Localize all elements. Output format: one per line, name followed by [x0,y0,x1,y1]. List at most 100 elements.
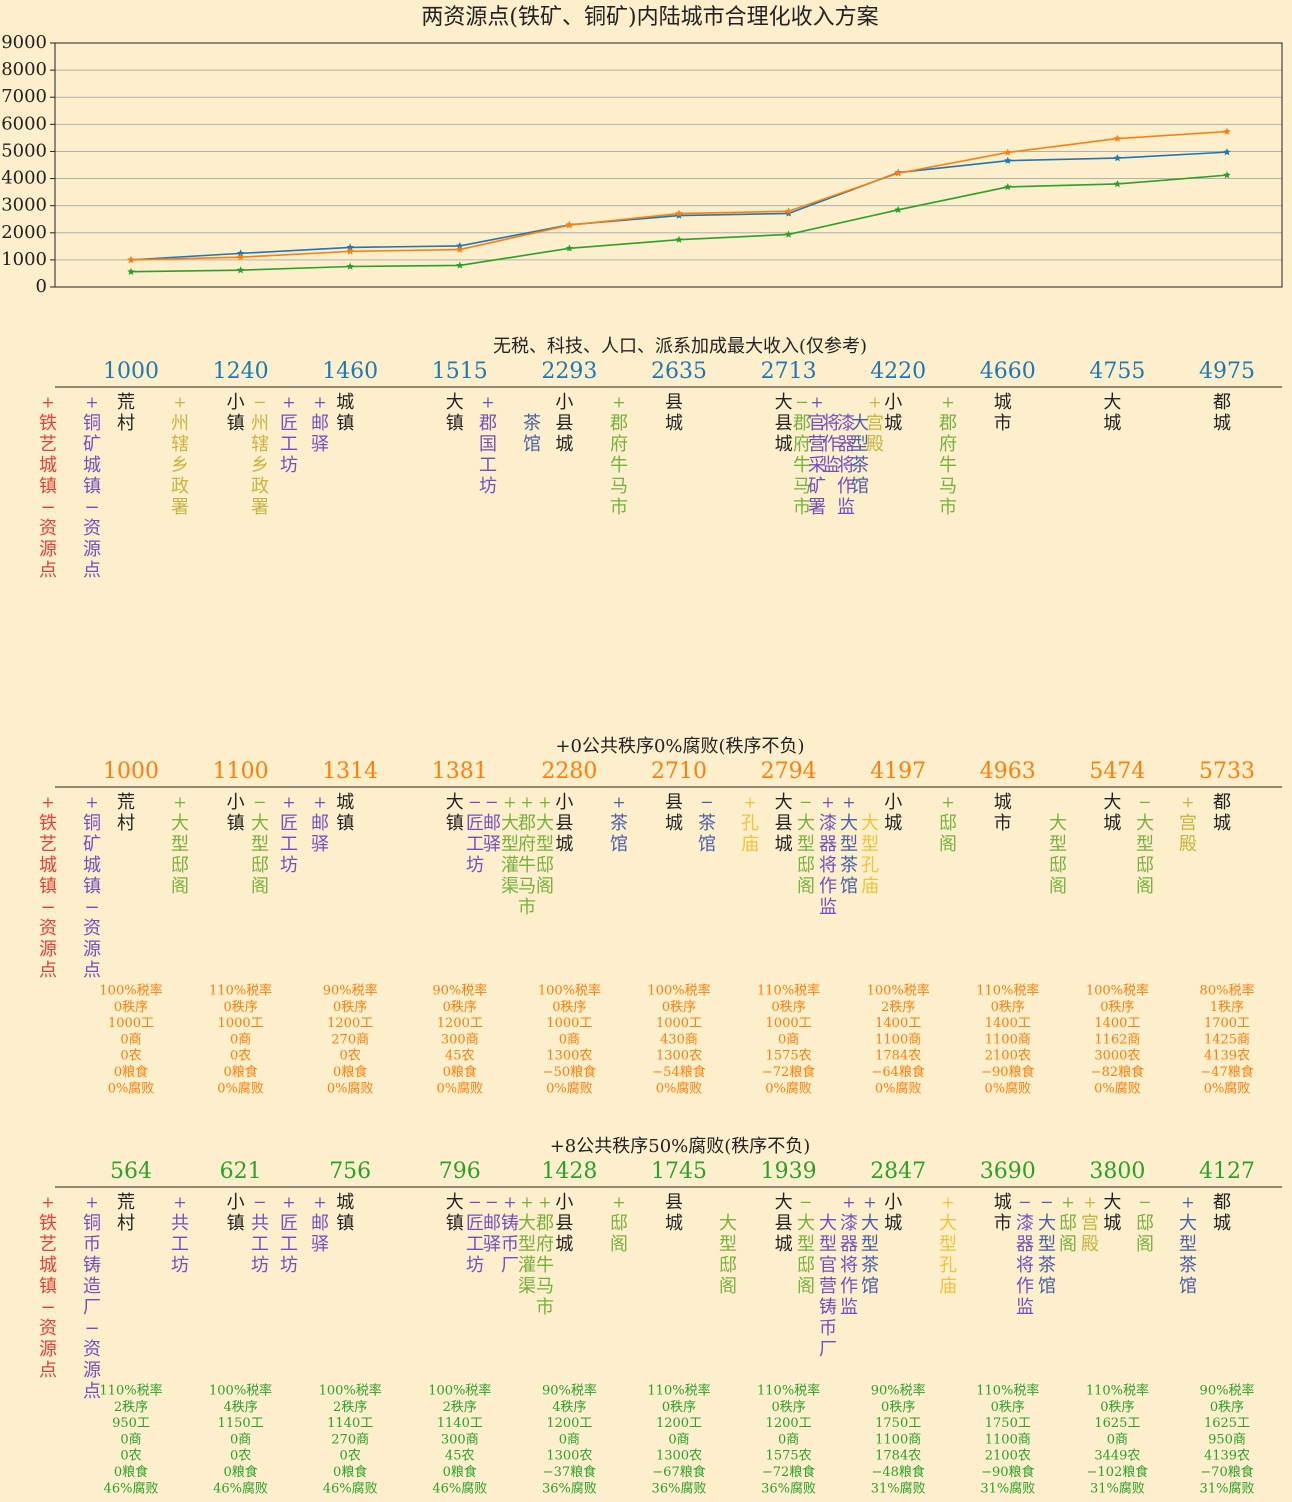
stat-line: 1150工 [218,1416,264,1431]
item-sign: + [538,793,551,812]
building-label: 铁艺城镇−资源点 [39,413,57,581]
stat-line: 1300农 [656,1449,702,1464]
building-label: 铜币铸造厂−资源点 [83,1213,101,1402]
stat-line: 0商 [1107,1432,1128,1447]
stat-line: 1750工 [985,1416,1031,1431]
stat-line: 0%腐败 [984,1081,1031,1096]
stat-line: 0%腐败 [217,1081,264,1096]
city-type: 县城 [665,392,683,434]
building-label: 邮驿 [311,413,329,455]
building-label: 共工坊 [251,1213,269,1276]
building-label: 铜矿城镇−资源点 [83,413,101,581]
point-marker [127,255,135,264]
stat-line: 100%税率 [1086,983,1149,999]
point-marker [784,230,793,238]
stat-line: 0商 [668,1432,689,1447]
building-label: 茶馆 [610,813,628,855]
stat-line: 0粮食 [443,1064,477,1080]
stat-line: 4139农 [1204,1049,1250,1064]
city-type: 都城 [1213,1192,1231,1234]
item-sign: + [85,1193,98,1212]
stat-line: 0%腐败 [875,1081,922,1096]
building-label: 孔庙 [741,813,759,855]
item-sign: − [1018,1193,1031,1212]
point-marker [1113,179,1122,188]
building-label: 大型灌渠 [518,1213,536,1297]
stat-line: 0%腐败 [108,1081,155,1096]
building-label: 邮驿 [311,813,329,855]
building-label: 漆器将作监 [837,413,855,518]
point-marker [127,267,135,275]
stat-line: 100%税率 [867,983,930,999]
stat-line: 0农 [230,1449,251,1464]
building-label: 郡府牛马市 [793,413,811,518]
building-label: 漆器将作监 [840,1213,858,1318]
item-sign: + [282,393,295,412]
stat-line: −47粮食 [1200,1064,1253,1080]
item-sign: + [85,793,98,812]
stat-line: 2秩序 [333,1400,367,1415]
stat-line: 0%腐败 [656,1081,703,1096]
building-label: 漆器将作监 [819,813,837,918]
item-sign: − [485,793,498,812]
stat-line: 1000工 [108,1016,154,1031]
y-tick-label: 7000 [1,86,47,107]
item-sign: − [485,1193,498,1212]
item-sign: − [799,1193,812,1212]
stat-line: −64粮食 [871,1064,924,1080]
stat-line: 0商 [559,1432,580,1447]
stat-line: 0%腐败 [1204,1081,1251,1096]
building-label: 共工坊 [171,1213,189,1276]
stat-line: 36%腐败 [542,1481,597,1496]
building-label: 郡府牛马市 [518,813,536,918]
stat-line: 46%腐败 [104,1481,159,1496]
stat-line: −67粮食 [652,1464,705,1480]
item-sign: + [85,393,98,412]
stat-line: 90%税率 [432,983,487,999]
stat-line: 0秩序 [662,1000,696,1015]
building-label: 大型孔庙 [939,1213,957,1297]
stat-line: 0农 [340,1049,361,1064]
city-type: 大县城 [775,792,793,855]
stat-line: −72粮食 [762,1064,815,1080]
building-label: 大型茶馆 [1179,1213,1197,1297]
stat-line: −90粮食 [981,1464,1034,1480]
stat-line: 4秩序 [552,1400,586,1415]
stat-line: 1200工 [766,1416,812,1431]
stat-line: 2100农 [985,1049,1031,1064]
city-type: 大镇 [446,1192,464,1234]
point-marker [236,266,245,274]
stat-line: 1575农 [766,1049,812,1064]
city-type: 小镇 [227,392,245,434]
point-marker [346,262,354,270]
stat-line: 0秩序 [991,1400,1025,1415]
stat-line: 0农 [120,1449,141,1464]
building-label: 官营采矿署 [808,413,826,518]
building-label: 茶馆 [698,813,716,855]
stat-line: 0商 [120,1432,141,1447]
building-label: 匠工坊 [466,813,484,876]
stat-line: 45农 [445,1449,475,1464]
stat-line: 1100商 [875,1032,921,1047]
item-sign: + [821,793,834,812]
building-label: 大型邸阁 [1049,813,1067,897]
building-label: 将作监 [822,413,840,476]
stat-line: 80%税率 [1200,983,1255,999]
stat-line: 1200工 [656,1416,702,1431]
building-label: 郡府牛马市 [610,413,628,518]
point-marker [675,235,683,243]
building-label: 铜矿城镇−资源点 [83,813,101,981]
panel-title: +8公共秩序50%腐败(秩序不负) [550,1136,811,1157]
panel-title: +0公共秩序0%腐败(秩序不负) [555,736,804,757]
city-type: 城镇 [336,1192,354,1234]
stat-line: 45农 [445,1049,475,1064]
city-type: 城市 [994,792,1012,834]
stat-line: −37粮食 [543,1464,596,1480]
building-label: 大型茶馆 [861,1213,879,1297]
item-sign: + [941,393,954,412]
item-sign: − [700,793,713,812]
panel-value: 1314 [322,759,378,784]
stat-line: −50粮食 [543,1064,596,1080]
panel-value: 2847 [870,1159,926,1184]
